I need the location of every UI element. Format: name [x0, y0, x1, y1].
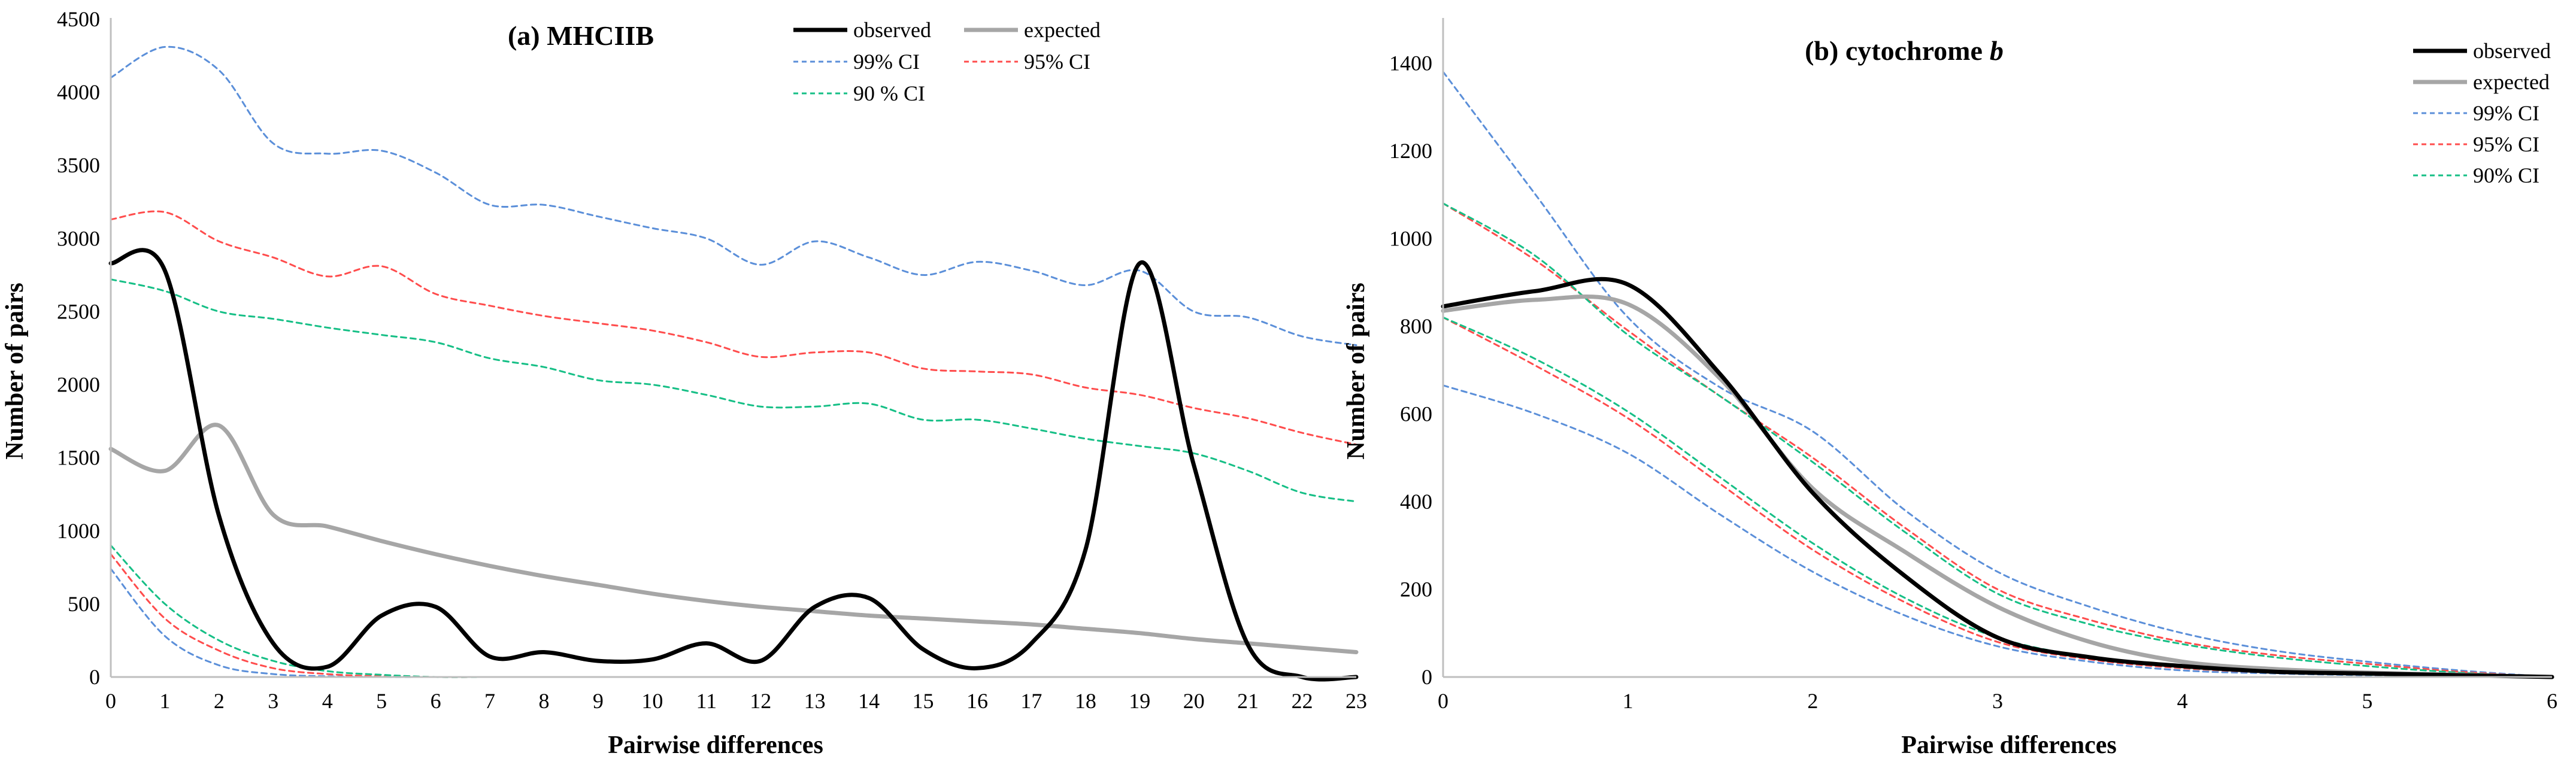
series-line-observed	[108, 248, 1359, 682]
x-tick-label: 19	[1129, 689, 1150, 713]
x-tick-label: 11	[696, 689, 717, 713]
legend-label-95ci: 95% CI	[1024, 50, 1090, 74]
x-tick-label: 23	[1345, 689, 1367, 713]
x-tick-label: 12	[750, 689, 771, 713]
x-tick-label: 18	[1075, 689, 1096, 713]
series-line-90-ci-lower	[1442, 316, 2553, 678]
x-tick-label: 1	[159, 689, 170, 713]
x-tick-label: 4	[322, 689, 333, 713]
series-line-90-ci-lower	[110, 544, 1357, 678]
y-tick-label: 500	[68, 592, 100, 616]
legend-label-observed: observed	[853, 18, 931, 42]
y-tick-label: 600	[1400, 402, 1432, 426]
y-axis-label: Number of pairs	[1, 283, 29, 460]
y-tick-label: 4000	[57, 80, 100, 104]
axes	[110, 18, 1356, 678]
x-tick-label: 6	[431, 689, 441, 713]
y-axis-label: Number of pairs	[1342, 283, 1370, 460]
legend-label-99ci: 99% CI	[2473, 101, 2539, 125]
x-tick-label: 14	[858, 689, 880, 713]
x-tick-label: 5	[2362, 689, 2372, 713]
y-tick-label: 1500	[57, 446, 100, 470]
series-layer	[1441, 71, 2554, 679]
series-line-90-ci	[110, 278, 1357, 503]
series-line-95-ci	[1442, 202, 2553, 678]
series-line-95-ci-lower	[1442, 316, 2553, 678]
legend-label-observed: observed	[2473, 39, 2551, 63]
y-tick-label: 0	[1422, 665, 1432, 689]
y-tick-label: 2000	[57, 373, 100, 397]
x-tick-label: 0	[1438, 689, 1448, 713]
series-line-99-ci	[1442, 71, 2553, 678]
y-tick-label: 1200	[1389, 139, 1432, 163]
chart-title-main: (b) cytochrome	[1805, 35, 1983, 66]
x-axis-label: Pairwise differences	[1901, 731, 2117, 759]
y-tick-label: 800	[1400, 314, 1432, 338]
x-axis-label: Pairwise differences	[608, 731, 823, 759]
y-tick-label: 400	[1400, 490, 1432, 514]
y-tick-label: 0	[89, 665, 100, 689]
series-line-95-ci-lower	[110, 553, 1357, 678]
x-tick-label: 10	[641, 689, 663, 713]
chart-title: (a) MHCIIB	[508, 20, 654, 51]
y-tick-label: 1000	[1389, 226, 1432, 250]
series-line-99-ci-lower	[1442, 384, 2553, 678]
x-tick-label: 9	[593, 689, 604, 713]
x-tick-label: 4	[2177, 689, 2188, 713]
chart-title: (b) cytochrome b	[1805, 35, 2004, 66]
x-tick-label: 16	[966, 689, 988, 713]
series-line-99-ci-lower	[110, 567, 1357, 678]
y-tick-label: 3500	[57, 153, 100, 177]
legend-label-95ci: 95% CI	[2473, 132, 2539, 156]
legend-label-90ci: 90% CI	[2473, 163, 2539, 187]
y-tick-label: 200	[1400, 577, 1432, 601]
x-tick-label: 21	[1237, 689, 1259, 713]
x-tick-label: 3	[1992, 689, 2003, 713]
x-tick-label: 17	[1020, 689, 1042, 713]
x-tick-label: 20	[1183, 689, 1205, 713]
legend: observed expected 99% CI 95% CI 90% CI	[2413, 39, 2551, 187]
y-tick-label: 1400	[1389, 51, 1432, 75]
x-tick-label: 13	[804, 689, 826, 713]
legend-label-expected: expected	[1024, 18, 1101, 42]
x-tick-label: 5	[376, 689, 387, 713]
series-line-99-ci	[110, 45, 1357, 347]
y-tick-label: 4500	[57, 7, 100, 31]
series-line-90-ci	[1442, 202, 2553, 678]
x-tick-label: 15	[913, 689, 934, 713]
x-tick-label: 22	[1292, 689, 1313, 713]
y-tick-label: 2500	[57, 299, 100, 323]
x-tick-labels: 0 1 2 3 4 5 6 7 8 9 10 11 12 13 14 15 16 17 18 19 20 21 22 23	[105, 689, 1367, 713]
legend-label-99ci: 99% CI	[853, 50, 920, 74]
series-layer	[108, 45, 1359, 682]
legend: observed expected 99% CI 95% CI 90 % CI	[793, 18, 1101, 105]
x-tick-label: 6	[2547, 689, 2557, 713]
x-tick-label: 0	[105, 689, 116, 713]
x-tick-label: 2	[1807, 689, 1818, 713]
series-line-expected	[108, 423, 1359, 654]
x-tick-label: 3	[268, 689, 278, 713]
series-line-95-ci	[110, 210, 1357, 446]
x-tick-label: 1	[1623, 689, 1634, 713]
x-tick-label: 2	[214, 689, 225, 713]
x-tick-label: 7	[484, 689, 495, 713]
x-tick-labels: 0 1 2 3 4 5 6	[1438, 689, 2557, 713]
legend-label-expected: expected	[2473, 70, 2550, 94]
y-tick-labels: 0 500 1000 1500 2000 2500 3000 3500 4000 4500	[57, 7, 100, 689]
x-tick-label: 8	[538, 689, 549, 713]
y-tick-label: 1000	[57, 519, 100, 543]
y-tick-label: 3000	[57, 226, 100, 250]
y-tick-labels: 0 200 400 600 800 1000 1200 1400	[1389, 51, 1432, 689]
series-line-observed	[1441, 277, 2554, 679]
chart-title-italic: b	[1990, 35, 2004, 66]
legend-label-90ci: 90 % CI	[853, 81, 925, 105]
axes	[1442, 18, 2552, 678]
series-line-expected	[1441, 295, 2554, 679]
